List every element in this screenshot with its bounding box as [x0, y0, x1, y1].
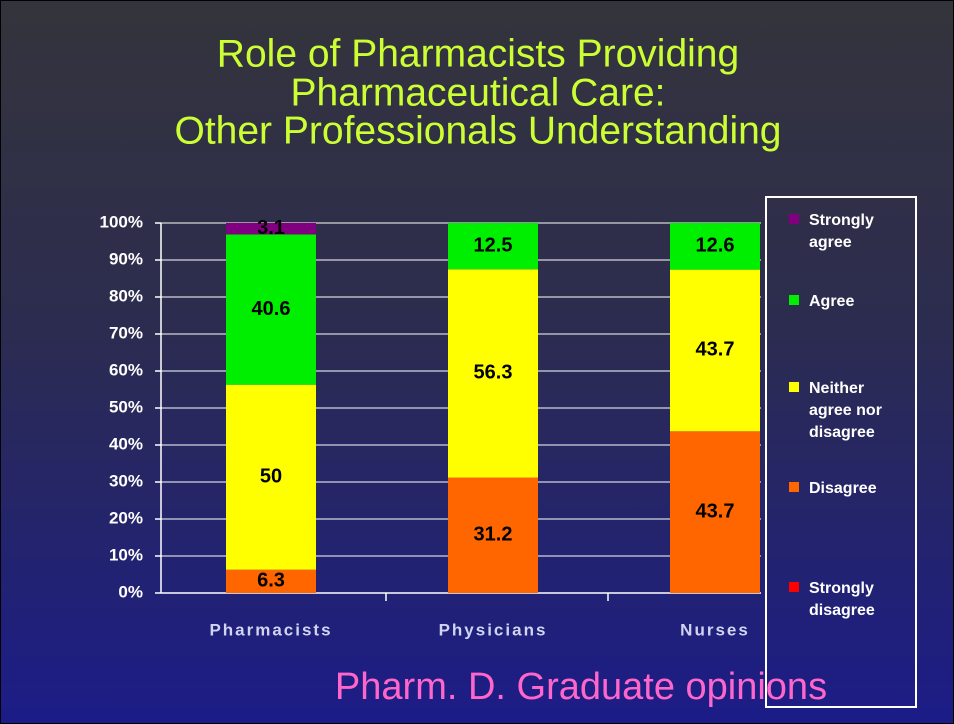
y-tick-label: 90% [109, 249, 143, 268]
bar-segment [670, 223, 760, 270]
bar-segment [670, 431, 760, 593]
data-label: 12.5 [474, 234, 513, 256]
legend-swatch [789, 214, 799, 224]
legend-label: Strongly disagree [809, 580, 875, 619]
data-label: 3.1 [257, 217, 285, 239]
data-label: 56.3 [474, 362, 513, 384]
y-tick-label: 100% [100, 212, 143, 231]
legend-label: Strongly agree [809, 212, 874, 251]
bar-segment [448, 477, 538, 593]
y-tick-label: 30% [109, 471, 143, 490]
data-label: 12.6 [696, 235, 735, 257]
legend-swatch [789, 582, 799, 592]
legend-label: Disagree [809, 480, 877, 497]
y-tick-label: 20% [109, 508, 143, 527]
bar-segment [670, 269, 760, 432]
legend-label: Neither agree nor disagree [809, 380, 882, 441]
chart-title: Pharmaceutical Care: [291, 71, 666, 114]
y-tick-label: 40% [109, 434, 143, 453]
chart-title: Role of Pharmacists Providing [217, 32, 739, 75]
y-tick-label: 0% [118, 582, 143, 601]
legend-swatch [789, 482, 799, 492]
bar-segment [226, 234, 316, 385]
bar-segment [226, 384, 316, 570]
legend: Strongly disagree Disagree Neither agree n… [765, 196, 917, 708]
bar-segment [226, 569, 316, 593]
data-label: 31.2 [474, 524, 513, 546]
data-label: 40.6 [252, 298, 291, 320]
data-label: 50 [260, 465, 282, 487]
y-tick-label: 60% [109, 360, 143, 379]
y-tick-label: 50% [109, 397, 143, 416]
x-tick-label: Physicians [439, 620, 548, 639]
y-tick-label: 10% [109, 545, 143, 564]
legend-label: Agree [809, 293, 855, 310]
bar-segment [448, 223, 538, 270]
data-label: 43.7 [696, 339, 735, 361]
x-tick-label: Nurses [680, 620, 750, 639]
bar-segment [448, 269, 538, 478]
y-tick-label: 70% [109, 323, 143, 342]
bar-segment [226, 223, 316, 235]
legend-swatch [789, 295, 799, 305]
data-label: 6.3 [257, 570, 285, 592]
y-tick-label: 80% [109, 286, 143, 305]
chart-title: Other Professionals Understanding [175, 109, 782, 152]
legend-swatch [789, 382, 799, 392]
x-tick-label: Pharmacists [209, 620, 332, 639]
subtitle: Pharm. D. Graduate opinions [335, 666, 827, 708]
data-label: 43.7 [696, 500, 735, 522]
